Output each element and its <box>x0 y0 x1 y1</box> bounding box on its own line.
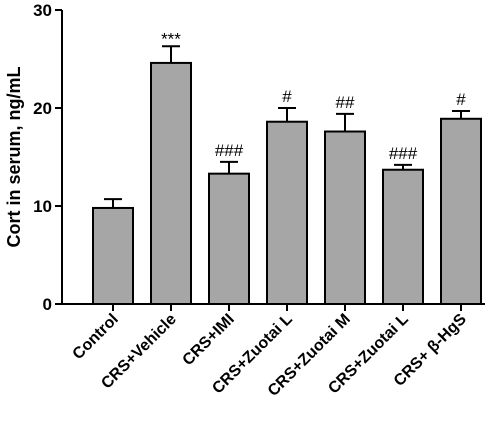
x-tick-label: Control <box>70 311 122 363</box>
bar <box>208 172 250 305</box>
bar <box>92 206 134 306</box>
bar <box>266 120 308 305</box>
significance-label: # <box>282 87 292 106</box>
plot-area: 0102030Control***CRS+Vehicle###CRS+IMI#C… <box>33 1 485 400</box>
significance-label: ### <box>215 141 244 160</box>
significance-label: *** <box>161 29 181 48</box>
bar <box>150 61 192 305</box>
y-tick-label: 30 <box>33 1 52 20</box>
significance-label: ## <box>336 93 355 112</box>
bar <box>440 117 482 305</box>
bar <box>382 168 424 305</box>
bar <box>324 130 366 305</box>
significance-label: # <box>456 90 466 109</box>
y-axis-title: Cort in serum, ng/mL <box>4 66 24 247</box>
x-tick-label: CRS+IMI <box>180 311 238 369</box>
y-tick-label: 20 <box>33 99 52 118</box>
y-tick-label: 10 <box>33 197 52 216</box>
y-tick-label: 0 <box>43 295 52 314</box>
significance-label: ### <box>389 144 418 163</box>
